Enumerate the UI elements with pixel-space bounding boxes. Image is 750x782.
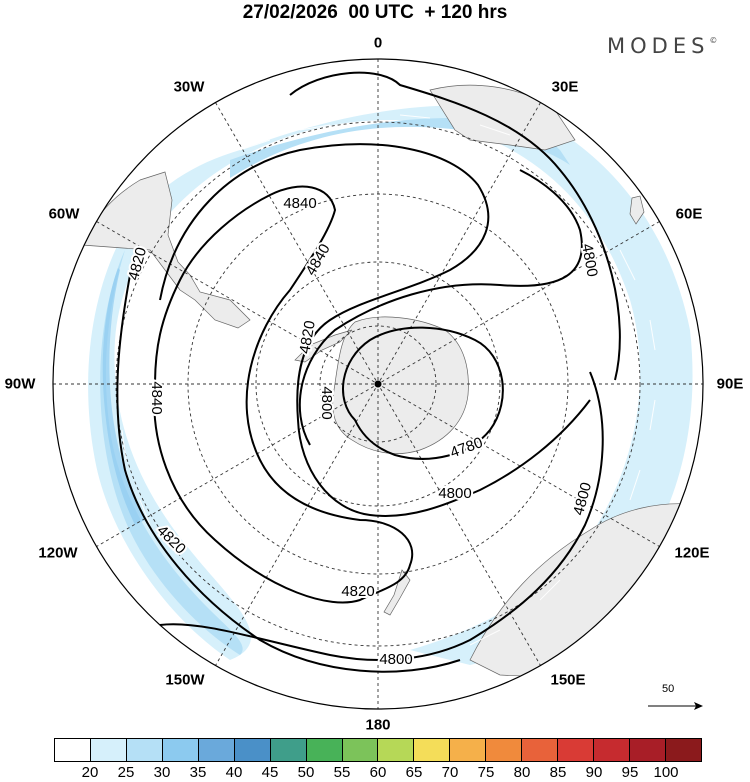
contour-label: 4840 — [302, 241, 333, 278]
polar-stereographic-map: 4840 4840 4820 4800 4780 4800 4800 4800 … — [52, 58, 704, 710]
contour-4780 — [342, 326, 504, 460]
contour-4840-inner — [153, 185, 413, 604]
map-title: 27/02/2026 00 UTC + 120 hrs — [242, 2, 508, 23]
contour-label: 4820 — [341, 583, 374, 600]
south-pole-marker — [374, 380, 382, 388]
contour-label: 4780 — [448, 434, 485, 461]
colorbar-swatch — [486, 739, 523, 761]
lon-label-90e: 90E — [716, 375, 744, 393]
contour-4800-ring — [298, 169, 583, 446]
contour-label: 4800 — [318, 386, 335, 419]
lon-label-60e: 60E — [675, 205, 703, 223]
colorbar-swatch — [342, 739, 379, 761]
contour-4820-ring — [159, 143, 591, 517]
wind-speed-shading-jet-streak — [102, 268, 145, 525]
antarctic-peninsula — [294, 329, 353, 363]
colorbar-swatch — [55, 739, 91, 761]
reference-vector-label: 50 — [662, 683, 675, 695]
lon-label-180: 180 — [365, 716, 391, 734]
colorbar-swatch — [630, 739, 666, 761]
colorbar-tick-label: 30 — [153, 764, 171, 781]
lon-label-150e: 150E — [550, 671, 586, 689]
copyright-mark: © — [709, 36, 718, 45]
modes-logo-text: MODES — [607, 34, 710, 58]
contour-4820-outer — [116, 274, 461, 673]
colorbar-tick-label: 50 — [297, 764, 315, 781]
colorbar-swatch — [665, 739, 701, 761]
colorbar-tick-label: 20 — [81, 764, 99, 781]
map-boundary — [52, 58, 704, 710]
colorbar-tick-label: 75 — [477, 764, 495, 781]
contour-label: 4800 — [438, 485, 471, 502]
contour-label: 4800 — [578, 242, 601, 278]
australia — [469, 503, 703, 677]
contour-label: 4840 — [283, 195, 316, 212]
colorbar-swatch — [162, 739, 199, 761]
colorbar-tick-label: 40 — [225, 764, 243, 781]
lon-label-120w: 120W — [38, 544, 78, 562]
height-contours — [116, 71, 621, 673]
lon-label-30w: 30W — [173, 78, 205, 96]
colorbar-tick-label: 35 — [189, 764, 207, 781]
colorbar-tick-label: 60 — [369, 764, 387, 781]
colorbar-tick-labels: 20 25 30 35 40 45 50 55 60 65 70 75 80 85 90 95 100 — [0, 764, 750, 782]
antarctica — [332, 316, 469, 454]
contour-label: 4840 — [148, 381, 165, 414]
colorbar-tick-label: 95 — [621, 764, 639, 781]
colorbar-swatch — [522, 739, 559, 761]
new-zealand — [383, 569, 411, 616]
colorbar-swatch — [198, 739, 235, 761]
colorbar-tick-label: 70 — [441, 764, 459, 781]
lon-label-60w: 60W — [48, 205, 80, 223]
lon-label-120e: 120E — [674, 544, 710, 562]
madagascar — [629, 195, 645, 225]
colorbar-tick-label: 100 — [653, 764, 679, 781]
colorbar-swatch — [594, 739, 630, 761]
colorbar-swatch — [378, 739, 415, 761]
colorbar-tick-label: 25 — [117, 764, 135, 781]
colorbar-swatch — [90, 739, 127, 761]
colorbar-swatch — [558, 739, 595, 761]
colorbar-tick-label: 55 — [333, 764, 351, 781]
colorbar-swatch — [414, 739, 451, 761]
colorbar-tick-label: 80 — [513, 764, 531, 781]
reference-vector-arrow — [648, 702, 703, 710]
colorbar-swatch — [450, 739, 487, 761]
colorbar-tick-label: 65 — [405, 764, 423, 781]
contour-4800-east — [159, 371, 604, 661]
colorbar-tick-label: 90 — [585, 764, 603, 781]
lon-label-0: 0 — [373, 34, 383, 52]
colorbar-swatch — [126, 739, 163, 761]
colorbar-swatch — [306, 739, 343, 761]
modes-logo: MODES© — [607, 34, 717, 58]
colorbar-tick-label: 85 — [549, 764, 567, 781]
lon-label-150w: 150W — [165, 671, 205, 689]
colorbar-swatch — [234, 739, 271, 761]
contour-label: 4800 — [379, 651, 412, 668]
wind-speed-colorbar — [54, 738, 702, 762]
colorbar-tick-label: 45 — [261, 764, 279, 781]
lon-label-90w: 90W — [4, 375, 36, 393]
colorbar-swatch — [270, 739, 307, 761]
lon-label-30e: 30E — [551, 78, 579, 96]
contour-4840-outer — [289, 71, 621, 381]
